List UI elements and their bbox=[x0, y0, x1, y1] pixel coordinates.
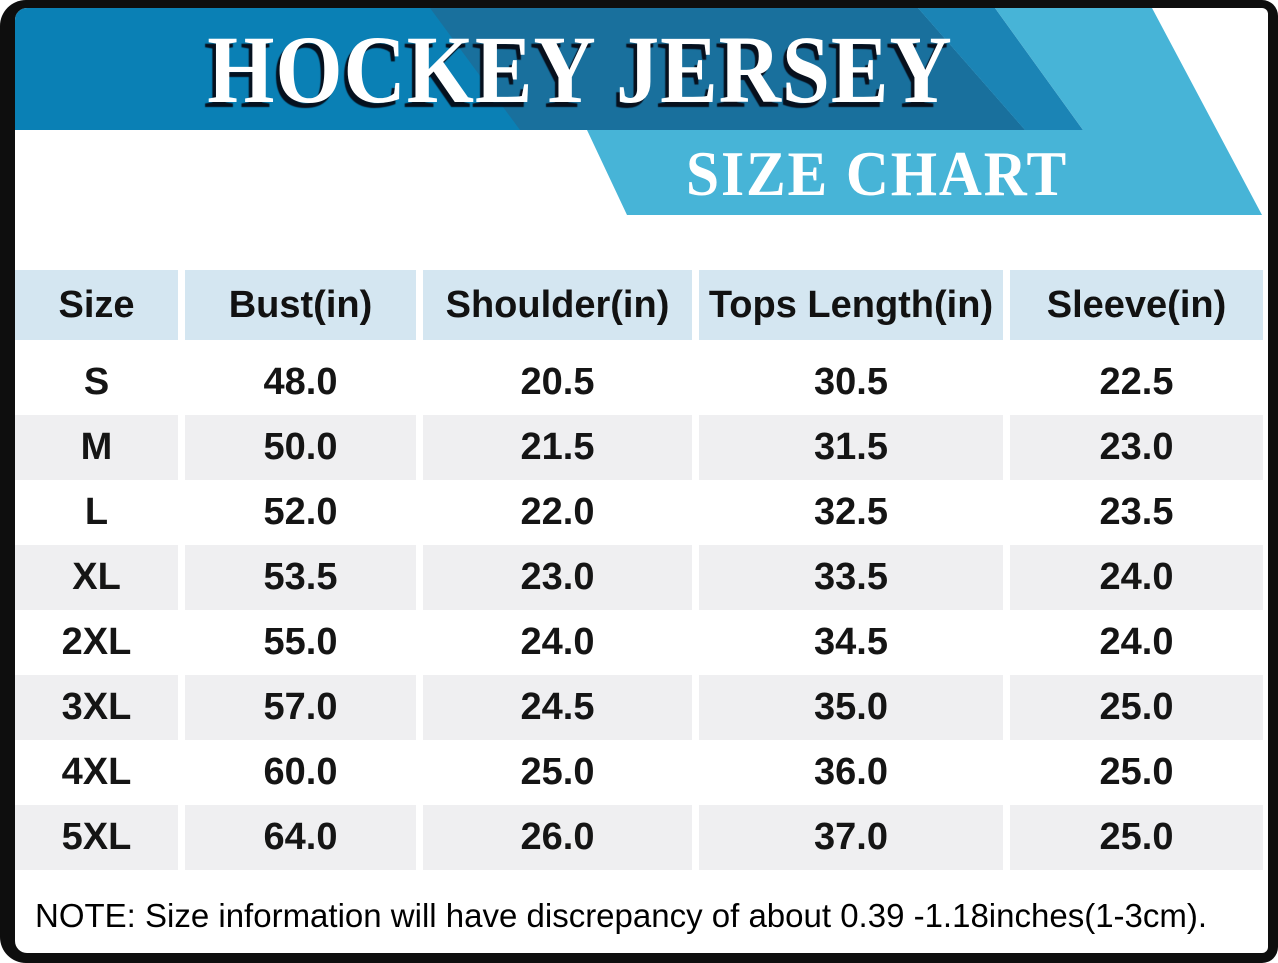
table-row: 2XL 55.0 24.0 34.5 24.0 bbox=[15, 610, 1263, 675]
measurement-cell: 23.0 bbox=[1010, 415, 1263, 480]
measurement-cell: 25.0 bbox=[423, 740, 692, 805]
table-row: L 52.0 22.0 32.5 23.5 bbox=[15, 480, 1263, 545]
measurement-cell: 55.0 bbox=[185, 610, 416, 675]
measurement-cell: 24.0 bbox=[423, 610, 692, 675]
measurement-cell: 24.0 bbox=[1010, 610, 1263, 675]
measurement-cell: 25.0 bbox=[1010, 740, 1263, 805]
column-header: Sleeve(in) bbox=[1010, 270, 1263, 340]
measurement-cell: 35.0 bbox=[699, 675, 1003, 740]
size-cell: 2XL bbox=[15, 610, 178, 675]
page-title: HOCKEY JERSEY bbox=[207, 16, 953, 123]
measurement-cell: 24.5 bbox=[423, 675, 692, 740]
measurement-cell: 34.5 bbox=[699, 610, 1003, 675]
measurement-cell: 37.0 bbox=[699, 805, 1003, 870]
column-header: Shoulder(in) bbox=[423, 270, 692, 340]
table-row: S 48.0 20.5 30.5 22.5 bbox=[15, 350, 1263, 415]
table-row: XL 53.5 23.0 33.5 24.0 bbox=[15, 545, 1263, 610]
measurement-cell: 31.5 bbox=[699, 415, 1003, 480]
table-body: S 48.0 20.5 30.5 22.5 M 50.0 21.5 31.5 23.0 L 52.0 2… bbox=[15, 350, 1263, 870]
measurement-cell: 52.0 bbox=[185, 480, 416, 545]
column-header: Bust(in) bbox=[185, 270, 416, 340]
size-cell: XL bbox=[15, 545, 178, 610]
measurement-cell: 57.0 bbox=[185, 675, 416, 740]
measurement-cell: 26.0 bbox=[423, 805, 692, 870]
measurement-cell: 30.5 bbox=[699, 350, 1003, 415]
measurement-cell: 50.0 bbox=[185, 415, 416, 480]
measurement-cell: 32.5 bbox=[699, 480, 1003, 545]
size-cell: L bbox=[15, 480, 178, 545]
column-header: Tops Length(in) bbox=[699, 270, 1003, 340]
table-row: 3XL 57.0 24.5 35.0 25.0 bbox=[15, 675, 1263, 740]
column-header: Size bbox=[15, 270, 178, 340]
size-cell: M bbox=[15, 415, 178, 480]
size-table: Size Bust(in) Shoulder(in) Tops Length(in) S… bbox=[15, 270, 1263, 870]
measurement-cell: 33.5 bbox=[699, 545, 1003, 610]
measurement-cell: 23.0 bbox=[423, 545, 692, 610]
table-row: 4XL 60.0 25.0 36.0 25.0 bbox=[15, 740, 1263, 805]
measurement-cell: 25.0 bbox=[1010, 805, 1263, 870]
measurement-cell: 60.0 bbox=[185, 740, 416, 805]
measurement-cell: 20.5 bbox=[423, 350, 692, 415]
measurement-cell: 36.0 bbox=[699, 740, 1003, 805]
banner-subtitle: SIZE CHART bbox=[686, 138, 1068, 209]
measurement-cell: 22.0 bbox=[423, 480, 692, 545]
header-banner: HOCKEY JERSEY SIZE CHART bbox=[15, 8, 1268, 215]
measurement-cell: 48.0 bbox=[185, 350, 416, 415]
note-text: NOTE: Size information will have discrep… bbox=[35, 897, 1208, 934]
measurement-cell: 22.5 bbox=[1010, 350, 1263, 415]
banner-darker-shape bbox=[430, 8, 1025, 130]
table-row: M 50.0 21.5 31.5 23.0 bbox=[15, 415, 1263, 480]
measurement-cell: 24.0 bbox=[1010, 545, 1263, 610]
size-cell: 4XL bbox=[15, 740, 178, 805]
measurement-cell: 25.0 bbox=[1010, 675, 1263, 740]
size-chart-card: HOCKEY JERSEY SIZE CHART Size Bust(in) Sho… bbox=[15, 8, 1268, 953]
table-row: 5XL 64.0 26.0 37.0 25.0 bbox=[15, 805, 1263, 870]
measurement-cell: 64.0 bbox=[185, 805, 416, 870]
size-cell: 3XL bbox=[15, 675, 178, 740]
measurement-cell: 53.5 bbox=[185, 545, 416, 610]
measurement-cell: 21.5 bbox=[423, 415, 692, 480]
size-cell: 5XL bbox=[15, 805, 178, 870]
measurement-cell: 23.5 bbox=[1010, 480, 1263, 545]
size-cell: S bbox=[15, 350, 178, 415]
table-header-row: Size Bust(in) Shoulder(in) Tops Length(in) S… bbox=[15, 270, 1263, 340]
